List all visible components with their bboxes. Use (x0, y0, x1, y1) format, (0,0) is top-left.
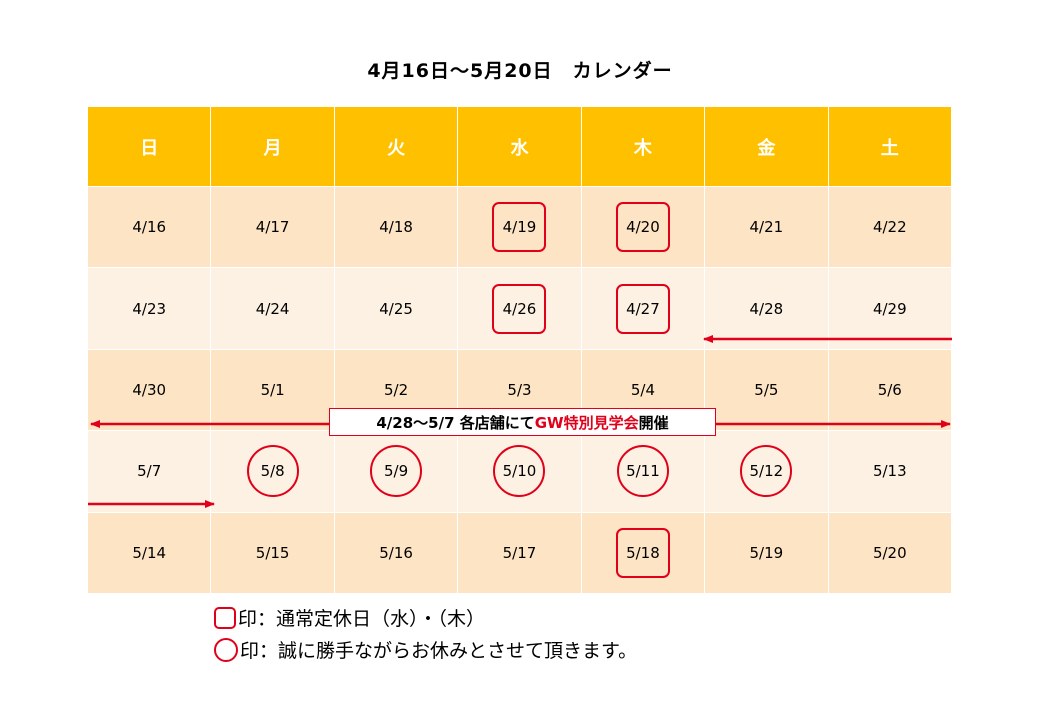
regular-holiday-square-mark (492, 202, 547, 253)
date-label: 4/24 (255, 299, 290, 318)
date-label: 5/18 (626, 543, 660, 562)
event-highlight: GW特別見学会 (534, 413, 639, 432)
date-label: 5/12 (749, 462, 784, 481)
date-cell: 5/17 (458, 512, 582, 594)
special-closed-circle-mark (246, 445, 299, 498)
date-label: 5/13 (872, 462, 907, 481)
weekday-wed: 水 (458, 107, 582, 187)
date-label: 4/29 (872, 299, 907, 318)
date-label: 4/17 (255, 218, 290, 237)
date-cell: 4/17 (211, 187, 335, 269)
date-label: 5/17 (502, 543, 537, 562)
date-cell: 4/25 (334, 268, 459, 350)
date-cell: 5/11 (581, 431, 706, 513)
date-cell: 5/16 (334, 512, 459, 594)
date-label: 4/27 (626, 299, 660, 318)
date-label: 5/5 (754, 380, 779, 399)
date-label: 5/9 (383, 462, 409, 481)
calendar-grid: 日 月 火 水 木 金 土 4/16 4/17 4/18 4/19 4/20 4… (88, 107, 952, 594)
date-label: 4/18 (379, 218, 413, 237)
date-label: 5/20 (872, 543, 907, 562)
date-cell: 5/19 (705, 512, 829, 594)
date-cell: 4/30 (88, 349, 212, 432)
date-cell: 4/27 (581, 268, 706, 350)
regular-holiday-square-mark (615, 283, 670, 334)
date-cell: 5/6 (828, 349, 952, 432)
weekday-sun: 日 (88, 107, 212, 187)
date-label: 5/14 (132, 543, 167, 562)
date-cell: 5/7 (88, 431, 212, 513)
date-label: 5/6 (877, 380, 902, 399)
date-label: 4/23 (132, 299, 167, 318)
regular-holiday-square-mark (615, 202, 670, 253)
date-cell: 4/28 (705, 268, 829, 350)
date-cell: 5/14 (88, 512, 212, 594)
date-cell: 4/21 (705, 187, 829, 269)
date-cell: 5/9 (334, 431, 459, 513)
legend-circle-text: 印：誠に勝手ながらお休みとさせて頂きます。 (240, 640, 638, 662)
date-cell: 5/12 (705, 431, 829, 513)
date-cell: 4/26 (458, 268, 582, 350)
circle-mark-icon (214, 637, 238, 662)
square-mark-icon (214, 606, 236, 629)
legend-regular-holiday: 印：通常定休日（水）・（木） (214, 604, 485, 631)
page-title: 4月16日～5月20日 カレンダー (367, 60, 673, 82)
weekday-tue: 火 (334, 107, 459, 187)
date-cell: 4/20 (581, 187, 706, 269)
date-label: 4/19 (502, 218, 537, 237)
event-prefix: 4/28～5/7 各店舗にて (376, 413, 535, 432)
date-label: 4/21 (749, 218, 784, 237)
date-label: 5/7 (137, 462, 162, 481)
special-closed-circle-mark (740, 445, 793, 498)
date-label: 5/1 (260, 380, 285, 399)
date-label: 5/19 (749, 543, 784, 562)
legend-special-closed: 印：誠に勝手ながらお休みとさせて頂きます。 (214, 636, 637, 663)
special-closed-circle-mark (616, 445, 669, 498)
date-cell: 4/22 (828, 187, 952, 269)
date-cell: 5/1 (211, 349, 335, 432)
weekday-thu: 木 (581, 107, 706, 187)
date-cell: 4/23 (88, 268, 212, 350)
date-label: 4/20 (626, 218, 660, 237)
date-label: 5/2 (383, 380, 409, 399)
date-cell: 4/18 (334, 187, 459, 269)
weekday-mon: 月 (211, 107, 335, 187)
date-label: 4/28 (749, 299, 784, 318)
special-closed-circle-mark (370, 445, 423, 498)
date-cell: 4/24 (211, 268, 335, 350)
date-label: 5/15 (255, 543, 290, 562)
weekday-sat: 土 (828, 107, 952, 187)
date-label: 5/3 (507, 380, 532, 399)
date-label: 4/25 (379, 299, 413, 318)
date-label: 4/22 (872, 218, 907, 237)
date-cell: 4/16 (88, 187, 212, 269)
date-label: 4/26 (502, 299, 537, 318)
regular-holiday-square-mark (492, 283, 547, 334)
date-cell: 4/19 (458, 187, 582, 269)
event-suffix: 開催 (638, 413, 669, 432)
date-cell: 5/15 (211, 512, 335, 594)
regular-holiday-square-mark (615, 527, 670, 578)
date-label: 5/11 (626, 462, 660, 481)
date-cell: 5/5 (705, 349, 829, 432)
date-cell: 5/8 (211, 431, 335, 513)
date-cell: 5/10 (458, 431, 582, 513)
special-closed-circle-mark (493, 445, 546, 498)
date-cell: 5/13 (828, 431, 952, 513)
date-cell: 4/29 (828, 268, 952, 350)
date-label: 5/16 (379, 543, 413, 562)
weekday-fri: 金 (705, 107, 829, 187)
date-cell: 5/20 (828, 512, 952, 594)
date-label: 5/10 (502, 462, 537, 481)
date-label: 4/16 (132, 218, 167, 237)
gw-event-banner: 4/28～5/7 各店舗にて GW特別見学会 開催 (329, 408, 716, 436)
date-label: 5/8 (260, 462, 285, 481)
date-cell: 5/18 (581, 512, 706, 594)
legend-square-text: 印：通常定休日（水）・（木） (238, 608, 486, 630)
date-label: 5/4 (630, 380, 655, 399)
date-label: 4/30 (132, 380, 167, 399)
